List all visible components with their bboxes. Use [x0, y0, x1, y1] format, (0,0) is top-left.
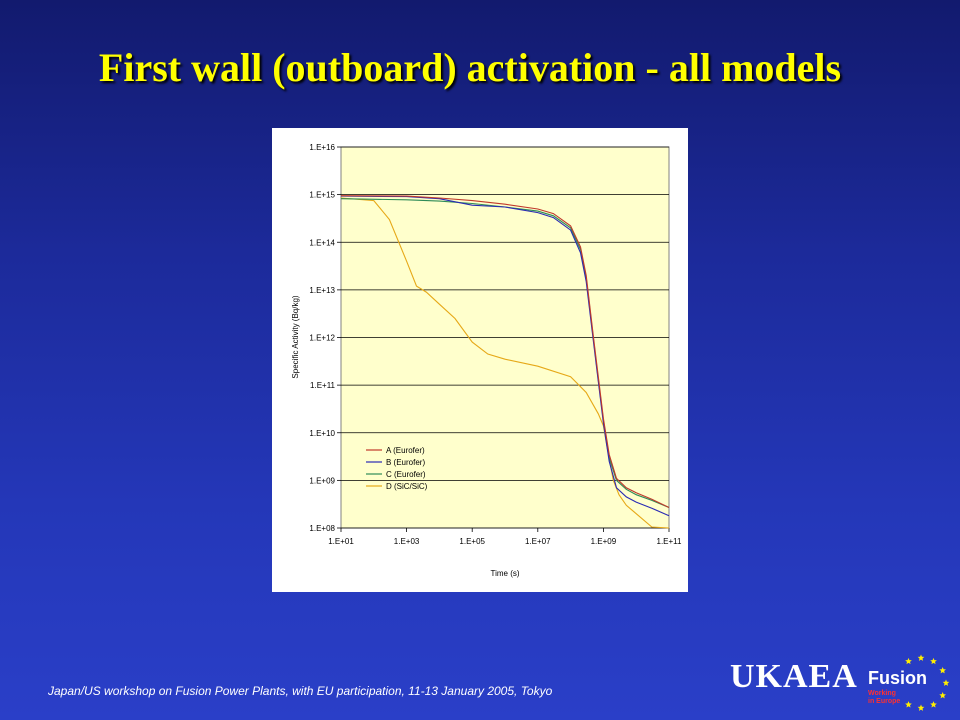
legend: A (Eurofer) B (Eurofer) C (Eurofer) D (SiC/… — [366, 446, 428, 491]
y-tick-label: 1.E+13 — [309, 286, 335, 295]
ukaea-fusion-logo: UKAEA Fusion Working in Europe — [730, 652, 952, 716]
chart-panel: 1.E+08 1.E+09 1.E+10 1.E+11 1.E+12 1.E+13 1.E+… — [272, 128, 688, 592]
legend-label: A (Eurofer) — [386, 446, 425, 455]
footer-text: Japan/US workshop on Fusion Power Plants… — [48, 684, 553, 698]
legend-label: B (Eurofer) — [386, 458, 425, 467]
x-tick-label: 1.E+01 — [328, 537, 354, 546]
x-tick-label: 1.E+03 — [394, 537, 420, 546]
series-line-2 — [340, 195, 670, 517]
y-tick-labels: 1.E+08 1.E+09 1.E+10 1.E+11 1.E+12 1.E+13 1.E+… — [309, 143, 335, 533]
series-line-1 — [340, 195, 670, 508]
eu-star-icon — [905, 657, 912, 665]
y-tick-label: 1.E+09 — [309, 476, 335, 485]
y-axis-label: Specific Activity (Bq/kg) — [291, 295, 300, 378]
y-tick-label: 1.E+10 — [309, 429, 335, 438]
slide-title: First wall (outboard) activation - all m… — [98, 45, 842, 90]
eu-star-icon — [905, 701, 912, 708]
logo-tagline-2: in Europe — [868, 698, 901, 705]
eu-stars-icon — [905, 654, 950, 711]
eu-star-icon — [917, 654, 925, 661]
x-tick-label: 1.E+07 — [525, 537, 551, 546]
logo-ukaea-text: UKAEA — [730, 658, 858, 695]
eu-star-icon — [930, 701, 937, 708]
legend-label: D (SiC/SiC) — [386, 482, 428, 491]
grid-lines — [337, 146, 670, 532]
activation-chart: 1.E+08 1.E+09 1.E+10 1.E+11 1.E+12 1.E+13 1.E+… — [291, 143, 682, 578]
eu-star-icon — [939, 667, 946, 674]
x-axis-label: Time (s) — [490, 569, 519, 578]
x-tick-label: 1.E+09 — [591, 537, 617, 546]
x-tick-label: 1.E+11 — [657, 537, 683, 546]
y-tick-label: 1.E+08 — [309, 524, 335, 533]
y-tick-label: 1.E+16 — [309, 143, 335, 152]
y-tick-label: 1.E+12 — [309, 334, 335, 343]
y-tick-label: 1.E+14 — [309, 238, 335, 247]
x-tick-labels: 1.E+01 1.E+03 1.E+05 1.E+07 1.E+09 1.E+11 — [328, 537, 682, 546]
y-tick-label: 1.E+11 — [310, 381, 336, 390]
eu-star-icon — [917, 704, 925, 711]
legend-label: C (Eurofer) — [386, 470, 426, 479]
logo-tagline-1: Working — [868, 690, 896, 697]
series-line-4 — [340, 197, 670, 529]
eu-star-icon — [930, 657, 937, 665]
eu-star-icon — [939, 692, 946, 699]
x-tick-label: 1.E+05 — [459, 537, 485, 546]
series-lines — [340, 195, 670, 529]
eu-star-icon — [942, 679, 950, 686]
y-tick-label: 1.E+15 — [309, 191, 335, 200]
logo-fusion-text: Fusion — [868, 668, 927, 688]
